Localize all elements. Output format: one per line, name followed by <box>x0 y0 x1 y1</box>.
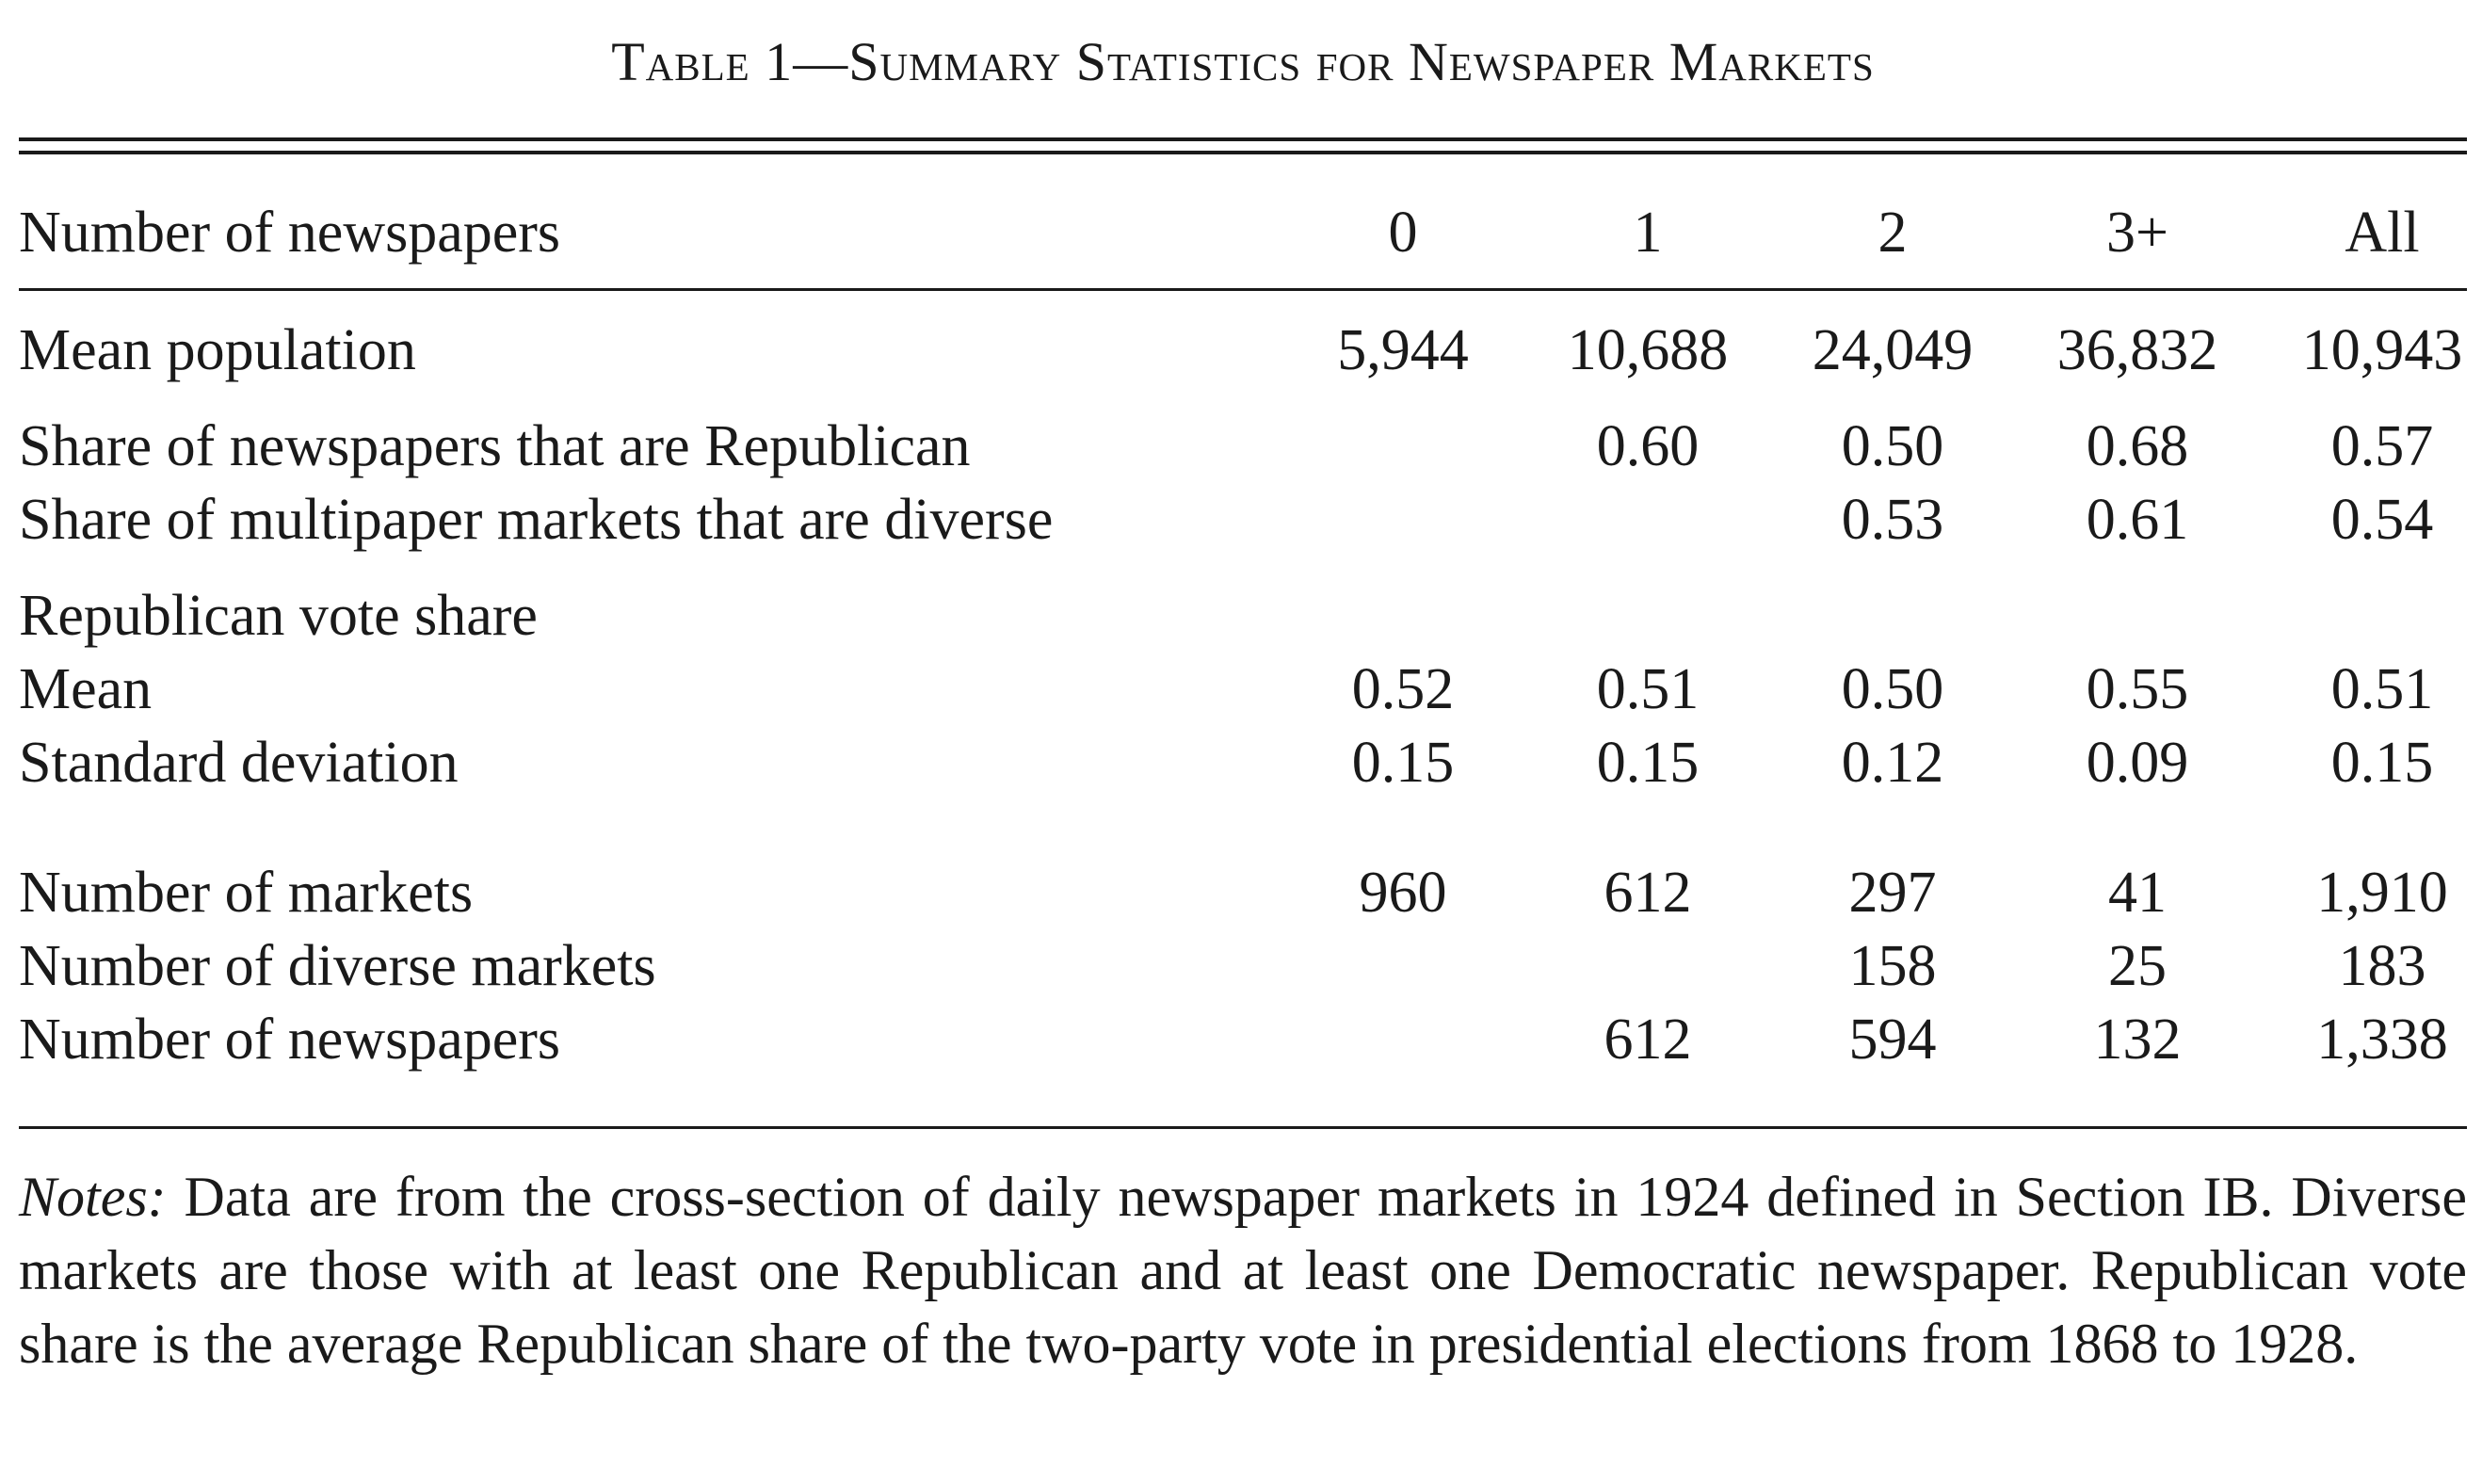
row-label: Number of diverse markets <box>19 934 656 998</box>
cell: 36,832 <box>2056 318 2218 382</box>
table-row-num-markets: Number of markets 960 612 297 41 1,910 <box>19 856 2482 929</box>
cell: 183 <box>2338 934 2426 998</box>
header-col-2: 2 <box>1878 201 1908 265</box>
cell: 0.50 <box>1841 414 1944 478</box>
cell: 297 <box>1848 861 1937 925</box>
cell: 0.09 <box>2086 731 2189 795</box>
cell: 25 <box>2108 934 2167 998</box>
cell: 0.50 <box>1841 657 1944 721</box>
row-label: Mean <box>19 657 153 721</box>
cell: 0.12 <box>1841 731 1944 795</box>
cell: 1,910 <box>2316 861 2448 925</box>
cell: 0.61 <box>2086 488 2189 552</box>
cell <box>1281 929 1525 1003</box>
table-header-row: Number of newspapers 0 1 2 3+ All <box>19 174 2482 291</box>
cell: 594 <box>1848 1008 1937 1072</box>
table-row-vote-mean: Mean 0.52 0.51 0.50 0.55 0.51 <box>19 653 2482 726</box>
cell <box>1281 1003 1525 1076</box>
cell <box>1525 483 1770 556</box>
cell: 158 <box>1848 934 1937 998</box>
row-label: Share of multipaper markets that are div… <box>19 488 1054 552</box>
row-group-heading: Republican vote share <box>19 584 538 648</box>
cell: 0.55 <box>2086 657 2189 721</box>
table-row-share-republican: Share of newspapers that are Republican … <box>19 410 2482 483</box>
header-col-1: 1 <box>1633 201 1663 265</box>
cell: 0.15 <box>2330 731 2434 795</box>
spacer <box>19 291 2482 314</box>
cell: 612 <box>1604 1008 1692 1072</box>
header-col-0: 0 <box>1388 201 1418 265</box>
row-label: Number of markets <box>19 861 474 925</box>
table-caption-prefix: T <box>611 31 646 92</box>
top-rule-upper <box>19 137 2467 141</box>
bottom-rule <box>19 1126 2467 1129</box>
row-label: Mean population <box>19 318 416 382</box>
table-row-vote-sd: Standard deviation 0.15 0.15 0.12 0.09 0… <box>19 726 2482 799</box>
notes-label: Notes: <box>19 1166 167 1228</box>
cell: 0.53 <box>1841 488 1944 552</box>
cell: 41 <box>2108 861 2167 925</box>
cell: 132 <box>2093 1008 2182 1072</box>
cell <box>1281 410 1525 483</box>
table-notes: Notes: Data are from the cross-section o… <box>19 1160 2467 1380</box>
top-rule-lower <box>19 151 2467 154</box>
cell: 0.54 <box>2330 488 2434 552</box>
notes-text: Data are from the cross-section of daily… <box>19 1166 2467 1375</box>
cell <box>1525 929 1770 1003</box>
cell: 0.15 <box>1596 731 1700 795</box>
cell: 0.57 <box>2330 414 2434 478</box>
header-rule <box>19 288 2467 291</box>
row-label: Number of newspapers <box>19 1008 561 1072</box>
cell: 10,688 <box>1567 318 1729 382</box>
table-caption: Table 1—Summary Statistics for Newspaper… <box>19 30 2467 93</box>
spacer <box>19 799 2482 856</box>
cell: 1,338 <box>2316 1008 2448 1072</box>
cell: 0.51 <box>1596 657 1700 721</box>
cell: 0.68 <box>2086 414 2189 478</box>
cell <box>1281 483 1525 556</box>
table-row-vote-share-heading: Republican vote share <box>19 579 2482 653</box>
header-col-3plus: 3+ <box>2106 201 2168 265</box>
row-label: Standard deviation <box>19 731 459 795</box>
header-label: Number of newspapers <box>19 201 561 265</box>
table-row-num-diverse: Number of diverse markets 158 25 183 <box>19 929 2482 1003</box>
table-row-num-newspapers: Number of newspapers 612 594 132 1,338 <box>19 1003 2482 1076</box>
row-label: Share of newspapers that are Republican <box>19 414 971 478</box>
summary-statistics-table: Number of newspapers 0 1 2 3+ All Mean p… <box>19 174 2482 1076</box>
cell: 24,049 <box>1812 318 1974 382</box>
cell: 0.15 <box>1351 731 1455 795</box>
header-col-all: All <box>2345 201 2420 265</box>
cell: 612 <box>1604 861 1692 925</box>
spacer <box>19 556 2482 579</box>
page: Table 1—Summary Statistics for Newspaper… <box>19 0 2467 1484</box>
cell: 0.51 <box>2330 657 2434 721</box>
cell: 960 <box>1359 861 1447 925</box>
table-row-share-diverse: Share of multipaper markets that are div… <box>19 483 2482 556</box>
table-row-mean-population: Mean population 5,944 10,688 24,049 36,8… <box>19 314 2482 387</box>
cell: 0.52 <box>1351 657 1455 721</box>
spacer <box>19 387 2482 410</box>
cell: 0.60 <box>1596 414 1700 478</box>
cell: 5,944 <box>1337 318 1469 382</box>
table-caption-rest: able 1—Summary Statistics for Newspaper … <box>645 31 1875 92</box>
cell: 10,943 <box>2301 318 2463 382</box>
